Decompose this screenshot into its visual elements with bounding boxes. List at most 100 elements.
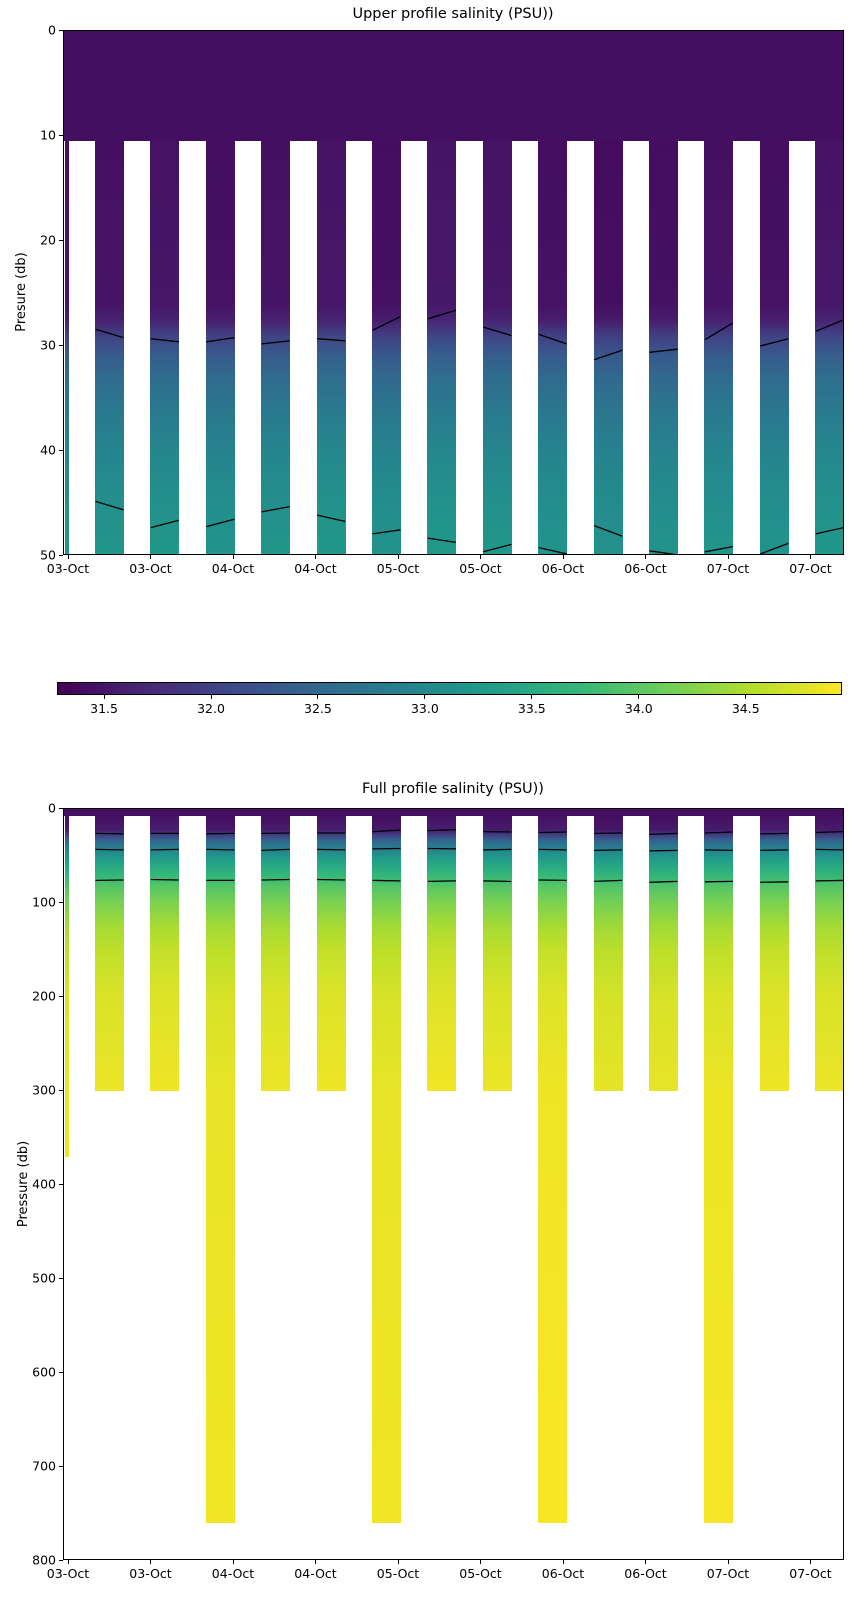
profile-column (704, 141, 734, 554)
colorbar-tick-label: 34.0 (624, 701, 653, 716)
y-tick-label: 20 (40, 232, 56, 248)
full-chart-title: Full profile salinity (PSU)) (362, 781, 544, 797)
profile-column (538, 141, 568, 554)
x-tick-label: 07-Oct (789, 561, 832, 576)
profile-column (150, 816, 180, 1091)
colorbar-tick-mark (210, 695, 212, 699)
y-tick-mark (59, 449, 63, 451)
y-tick-mark (59, 134, 63, 136)
y-tick-label: 700 (32, 1458, 56, 1474)
x-tick-mark (315, 555, 316, 559)
y-tick-mark (59, 29, 63, 31)
y-tick-mark (59, 1089, 63, 1091)
upper-chart-title: Upper profile salinity (PSU)) (352, 6, 554, 22)
full-chart-plot-area (63, 808, 844, 1560)
y-tick-mark (59, 1183, 63, 1185)
y-tick-mark (59, 901, 63, 903)
x-tick-label: 06-Oct (541, 1566, 585, 1581)
x-tick-mark (480, 1560, 481, 1564)
profile-column (649, 141, 678, 554)
colorbar-tick-mark (745, 695, 747, 699)
y-tick-label: 500 (32, 1270, 56, 1286)
y-tick-mark (59, 554, 63, 556)
y-tick-mark (59, 239, 63, 241)
y-tick-label: 0 (48, 800, 56, 816)
profile-column (150, 141, 180, 554)
profile-column (205, 141, 235, 554)
x-tick-label: 04-Oct (294, 1566, 337, 1581)
y-tick-mark (59, 344, 63, 346)
y-tick-label: 400 (32, 1176, 56, 1192)
colorbar-tick-mark (103, 695, 105, 699)
profile-column (372, 816, 401, 1524)
colorbar-tick-mark (424, 695, 426, 699)
profile-column (593, 141, 623, 554)
upper-chart-ylabel: Presure (db) (14, 252, 29, 332)
x-tick-label: 03-Oct (46, 561, 90, 576)
left-profile-strip (64, 816, 69, 1157)
x-tick-mark (810, 1560, 811, 1564)
profile-column (815, 141, 843, 554)
profile-column (815, 816, 843, 1091)
x-tick-mark (645, 555, 646, 559)
x-tick-label: 06-Oct (541, 561, 585, 576)
full-chart-ylabel: Pressure (db) (16, 1140, 31, 1228)
y-tick-label: 200 (32, 988, 56, 1004)
left-profile-strip (64, 141, 69, 554)
y-tick-label: 30 (40, 337, 56, 353)
colorbar (57, 682, 842, 695)
y-tick-mark (59, 1371, 63, 1373)
x-tick-label: 07-Oct (789, 1566, 832, 1581)
y-tick-label: 50 (40, 547, 56, 563)
profile-column (593, 816, 623, 1091)
profile-column (95, 816, 124, 1091)
x-tick-label: 03-Oct (129, 1566, 172, 1581)
x-tick-label: 05-Oct (376, 561, 420, 576)
profile-column (95, 141, 124, 554)
profile-column (261, 141, 291, 554)
colorbar-tick-label: 32.5 (304, 701, 332, 716)
x-tick-label: 04-Oct (294, 561, 337, 576)
colorbar-tick-label: 34.5 (731, 701, 760, 716)
y-tick-mark (59, 1559, 63, 1561)
x-tick-mark (150, 1560, 151, 1564)
colorbar-tick-label: 33.0 (410, 701, 439, 716)
x-tick-label: 07-Oct (706, 1566, 750, 1581)
y-tick-label: 600 (32, 1364, 56, 1380)
x-tick-mark (232, 555, 234, 559)
profile-column (427, 141, 457, 554)
y-tick-label: 10 (40, 127, 56, 143)
x-tick-mark (397, 1560, 399, 1564)
x-tick-label: 03-Oct (129, 561, 172, 576)
colorbar-tick-mark (531, 695, 533, 699)
x-tick-mark (150, 555, 151, 559)
y-tick-mark (59, 807, 63, 809)
x-tick-label: 05-Oct (459, 561, 502, 576)
profile-column (759, 141, 789, 554)
x-tick-mark (562, 1560, 564, 1564)
upper-chart-plot-area (63, 30, 844, 555)
x-tick-label: 04-Oct (211, 561, 255, 576)
x-tick-mark (562, 555, 564, 559)
y-tick-label: 800 (32, 1552, 56, 1568)
y-tick-mark (59, 1465, 63, 1467)
profile-column (759, 816, 789, 1091)
x-tick-label: 06-Oct (624, 1566, 667, 1581)
x-tick-mark (727, 555, 729, 559)
y-tick-label: 40 (40, 442, 56, 458)
profile-column (482, 816, 512, 1091)
x-tick-label: 03-Oct (46, 1566, 90, 1581)
profile-column (205, 816, 235, 1524)
x-tick-mark (67, 555, 69, 559)
surface-band (64, 31, 843, 142)
x-tick-label: 05-Oct (459, 1566, 502, 1581)
x-tick-mark (727, 1560, 729, 1564)
profile-column (261, 816, 291, 1091)
y-tick-label: 100 (32, 894, 56, 910)
profile-column (649, 816, 678, 1091)
x-tick-label: 05-Oct (376, 1566, 420, 1581)
profile-column (316, 141, 346, 554)
y-tick-mark (59, 995, 63, 997)
x-tick-mark (232, 1560, 234, 1564)
